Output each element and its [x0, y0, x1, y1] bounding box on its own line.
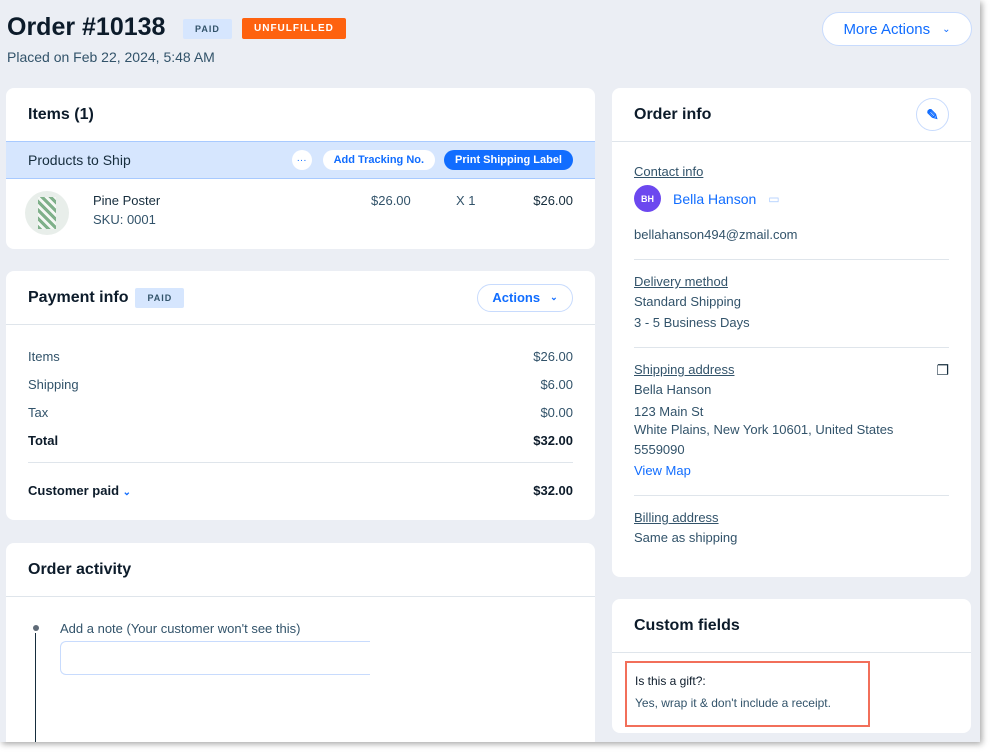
- items-card: Items (1) Products to Ship ··· Add Track…: [6, 88, 595, 249]
- billing-address-label: Billing address: [634, 510, 719, 525]
- delivery-method-label: Delivery method: [634, 274, 728, 289]
- activity-title: Order activity: [6, 543, 595, 597]
- contact-info-label: Contact info: [634, 164, 704, 179]
- add-tracking-button[interactable]: Add Tracking No.: [322, 150, 436, 170]
- shipping-address-label: Shipping address: [634, 362, 735, 377]
- order-page: Order #10138 PAID UNFULFILLED Placed on …: [0, 0, 980, 742]
- page-title: Order #10138: [7, 13, 166, 41]
- edit-pencil-icon[interactable]: ✎: [916, 98, 949, 131]
- products-to-ship-band: Products to Ship ··· Add Tracking No. Pr…: [6, 141, 595, 179]
- chevron-down-icon: ⌄: [122, 487, 132, 498]
- copy-icon[interactable]: ❐: [936, 362, 949, 378]
- product-qty: X 1: [456, 193, 476, 208]
- shipping-name: Bella Hanson: [634, 382, 712, 397]
- customer-paid-row[interactable]: Customer paid ⌄ $32.00: [28, 483, 573, 498]
- payment-row: Tax $0.00: [28, 405, 573, 420]
- band-title: Products to Ship: [28, 152, 131, 168]
- product-sku: SKU: 0001: [93, 212, 156, 227]
- activity-card: Order activity Add a note (Your customer…: [6, 543, 595, 742]
- shipping-phone: 5559090: [634, 442, 685, 457]
- payment-card: Payment info PAID Actions ⌄ Items $26.00 S…: [6, 271, 595, 520]
- product-row: Pine Poster SKU: 0001 $26.00 X 1 $26.00: [6, 179, 595, 249]
- payment-row: Items $26.00: [28, 349, 573, 364]
- more-actions-label: More Actions: [843, 20, 931, 38]
- more-actions-button[interactable]: More Actions ⌄: [822, 12, 972, 46]
- payment-total-row: Total $32.00: [28, 433, 573, 448]
- placed-date: Placed on Feb 22, 2024, 5:48 AM: [7, 49, 215, 65]
- chevron-down-icon: ⌄: [550, 292, 558, 302]
- payment-header: Payment info PAID Actions ⌄: [6, 271, 595, 325]
- avatar: BH: [634, 185, 661, 212]
- payment-title: Payment info: [28, 288, 129, 306]
- note-label: Add a note (Your customer won't see this…: [60, 621, 301, 636]
- gift-question: Is this a gift?:: [635, 674, 706, 688]
- order-info-header: Order info ✎: [612, 88, 971, 142]
- delivery-time: 3 - 5 Business Days: [634, 315, 750, 330]
- items-title: Items (1): [6, 88, 595, 142]
- note-input[interactable]: [60, 641, 370, 675]
- product-price: $26.00: [371, 193, 411, 208]
- order-info-title: Order info: [634, 105, 712, 123]
- gift-field-highlight: Is this a gift?: Yes, wrap it & don't in…: [625, 661, 870, 727]
- delivery-method: Standard Shipping: [634, 294, 741, 309]
- product-thumbnail: [25, 191, 69, 235]
- shipping-city: White Plains, New York 10601, United Sta…: [634, 422, 894, 437]
- actions-label: Actions: [492, 290, 541, 305]
- order-info-card: Order info ✎ Contact info BH Bella Hanso…: [612, 88, 971, 577]
- product-total: $26.00: [533, 193, 573, 208]
- chevron-down-icon: ⌄: [942, 23, 951, 35]
- view-map-link[interactable]: View Map: [634, 463, 691, 478]
- shipping-street: 123 Main St: [634, 404, 704, 419]
- chat-icon[interactable]: ▭: [768, 191, 780, 206]
- payment-paid-badge: PAID: [135, 287, 185, 308]
- product-name[interactable]: Pine Poster: [93, 193, 161, 208]
- custom-fields-card: Custom fields Is this a gift?: Yes, wrap…: [612, 599, 971, 733]
- timeline-dot: [33, 625, 39, 631]
- billing-address: Same as shipping: [634, 530, 738, 545]
- more-options-button[interactable]: ···: [291, 150, 312, 170]
- customer-email: bellahanson494@zmail.com: [634, 227, 798, 242]
- paid-badge: PAID: [183, 19, 232, 39]
- print-shipping-label-button[interactable]: Print Shipping Label: [444, 150, 573, 170]
- unfulfilled-badge: UNFULFILLED: [242, 18, 346, 39]
- payment-row: Shipping $6.00: [28, 377, 573, 392]
- custom-fields-title: Custom fields: [612, 599, 971, 653]
- customer-name-link[interactable]: Bella Hanson: [673, 190, 757, 207]
- timeline-line: [35, 633, 36, 742]
- payment-actions-button[interactable]: Actions ⌄: [477, 283, 573, 312]
- gift-answer: Yes, wrap it & don't include a receipt.: [635, 696, 831, 710]
